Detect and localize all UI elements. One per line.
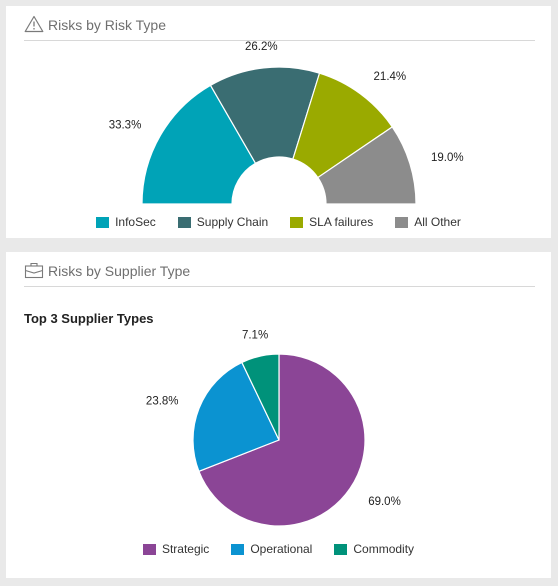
warning-triangle-icon [24,15,44,33]
risk-type-card: Risks by Risk Type 33.3% 26.2% 21.4% 19.0% … [6,6,551,238]
supplier-type-legend: Strategic Operational Commodity [6,542,551,556]
legend-swatch [231,543,245,555]
slice-all-other[interactable] [317,126,417,205]
legend-swatch [290,216,304,228]
slice-operational[interactable] [192,361,280,473]
risk-type-card-header: Risks by Risk Type [24,6,535,41]
legend-swatch [395,216,409,228]
slice-supply-chain[interactable] [209,66,321,165]
risk-type-chart: 33.3% 26.2% 21.4% 19.0% [109,41,464,205]
data-label-operational: 23.8% [146,395,179,407]
legend-label: Strategic [161,542,210,556]
data-label-strategic: 69.0% [368,496,401,508]
legend-label: Commodity [353,542,415,556]
supplier-type-card-title: Risks by Supplier Type [48,263,191,279]
slice-commodity[interactable] [241,353,280,441]
legend-label: InfoSec [115,215,156,229]
legend-label: Supply Chain [196,215,269,229]
legend-item-infosec[interactable]: InfoSec [96,215,156,229]
data-label-infosec: 33.3% [109,120,142,132]
briefcase-icon [24,262,44,279]
data-label-all-other: 19.0% [431,152,464,164]
supplier-chart-subtitle: Top 3 Supplier Types [24,311,154,326]
legend-item-sla-failures[interactable]: SLA failures [290,215,373,229]
slice-strategic[interactable] [198,353,366,527]
supplier-type-card: Risks by Supplier Type Top 3 Supplier Ty… [6,252,551,578]
risk-type-card-title: Risks by Risk Type [48,17,166,33]
legend-label: Operational [250,542,313,556]
data-label-sla-failures: 21.4% [374,71,407,83]
legend-item-commodity[interactable]: Commodity [334,542,414,556]
legend-swatch [142,543,156,555]
legend-swatch [334,543,348,555]
legend-swatch [177,216,191,228]
legend-label: All Other [414,215,461,229]
legend-item-strategic[interactable]: Strategic [142,542,210,556]
risk-type-legend: InfoSec Supply Chain SLA failures All Other [6,215,551,229]
data-label-commodity: 7.1% [242,330,268,342]
supplier-type-card-header: Risks by Supplier Type [24,252,535,287]
supplier-type-chart: 69.0% 23.8% 7.1% [146,330,401,527]
legend-item-operational[interactable]: Operational [231,542,312,556]
legend-item-supply-chain[interactable]: Supply Chain [177,215,269,229]
legend-item-all-other[interactable]: All Other [395,215,461,229]
legend-swatch [96,216,110,228]
legend-label: SLA failures [309,215,374,229]
data-label-supply-chain: 26.2% [245,41,278,53]
